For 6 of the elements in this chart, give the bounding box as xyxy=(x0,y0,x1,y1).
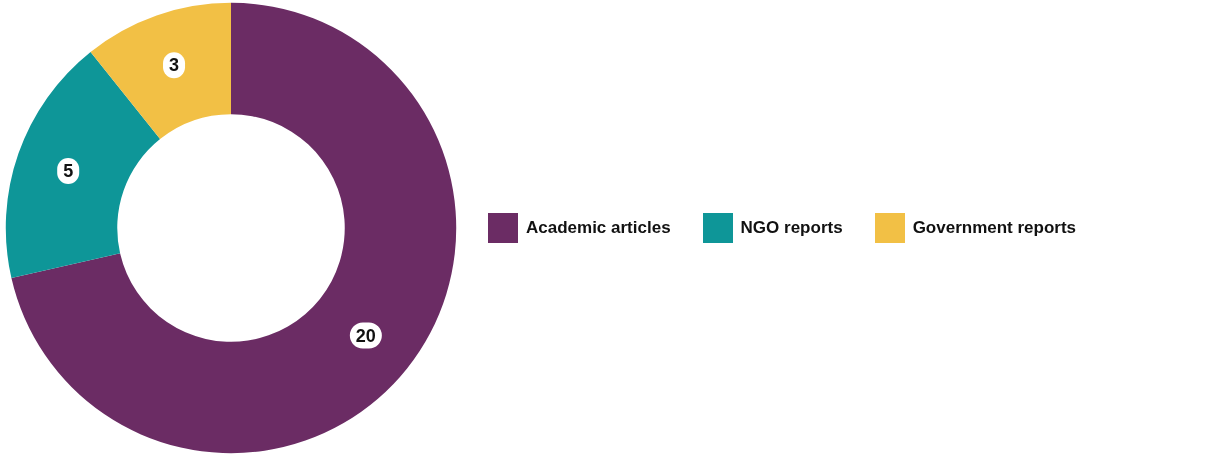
legend-label: NGO reports xyxy=(740,217,843,238)
legend-label: Academic articles xyxy=(526,217,671,238)
data-label: 5 xyxy=(63,161,74,182)
data-label: 3 xyxy=(169,55,180,76)
data-label: 20 xyxy=(355,325,376,346)
legend-label: Government reports xyxy=(912,217,1077,238)
